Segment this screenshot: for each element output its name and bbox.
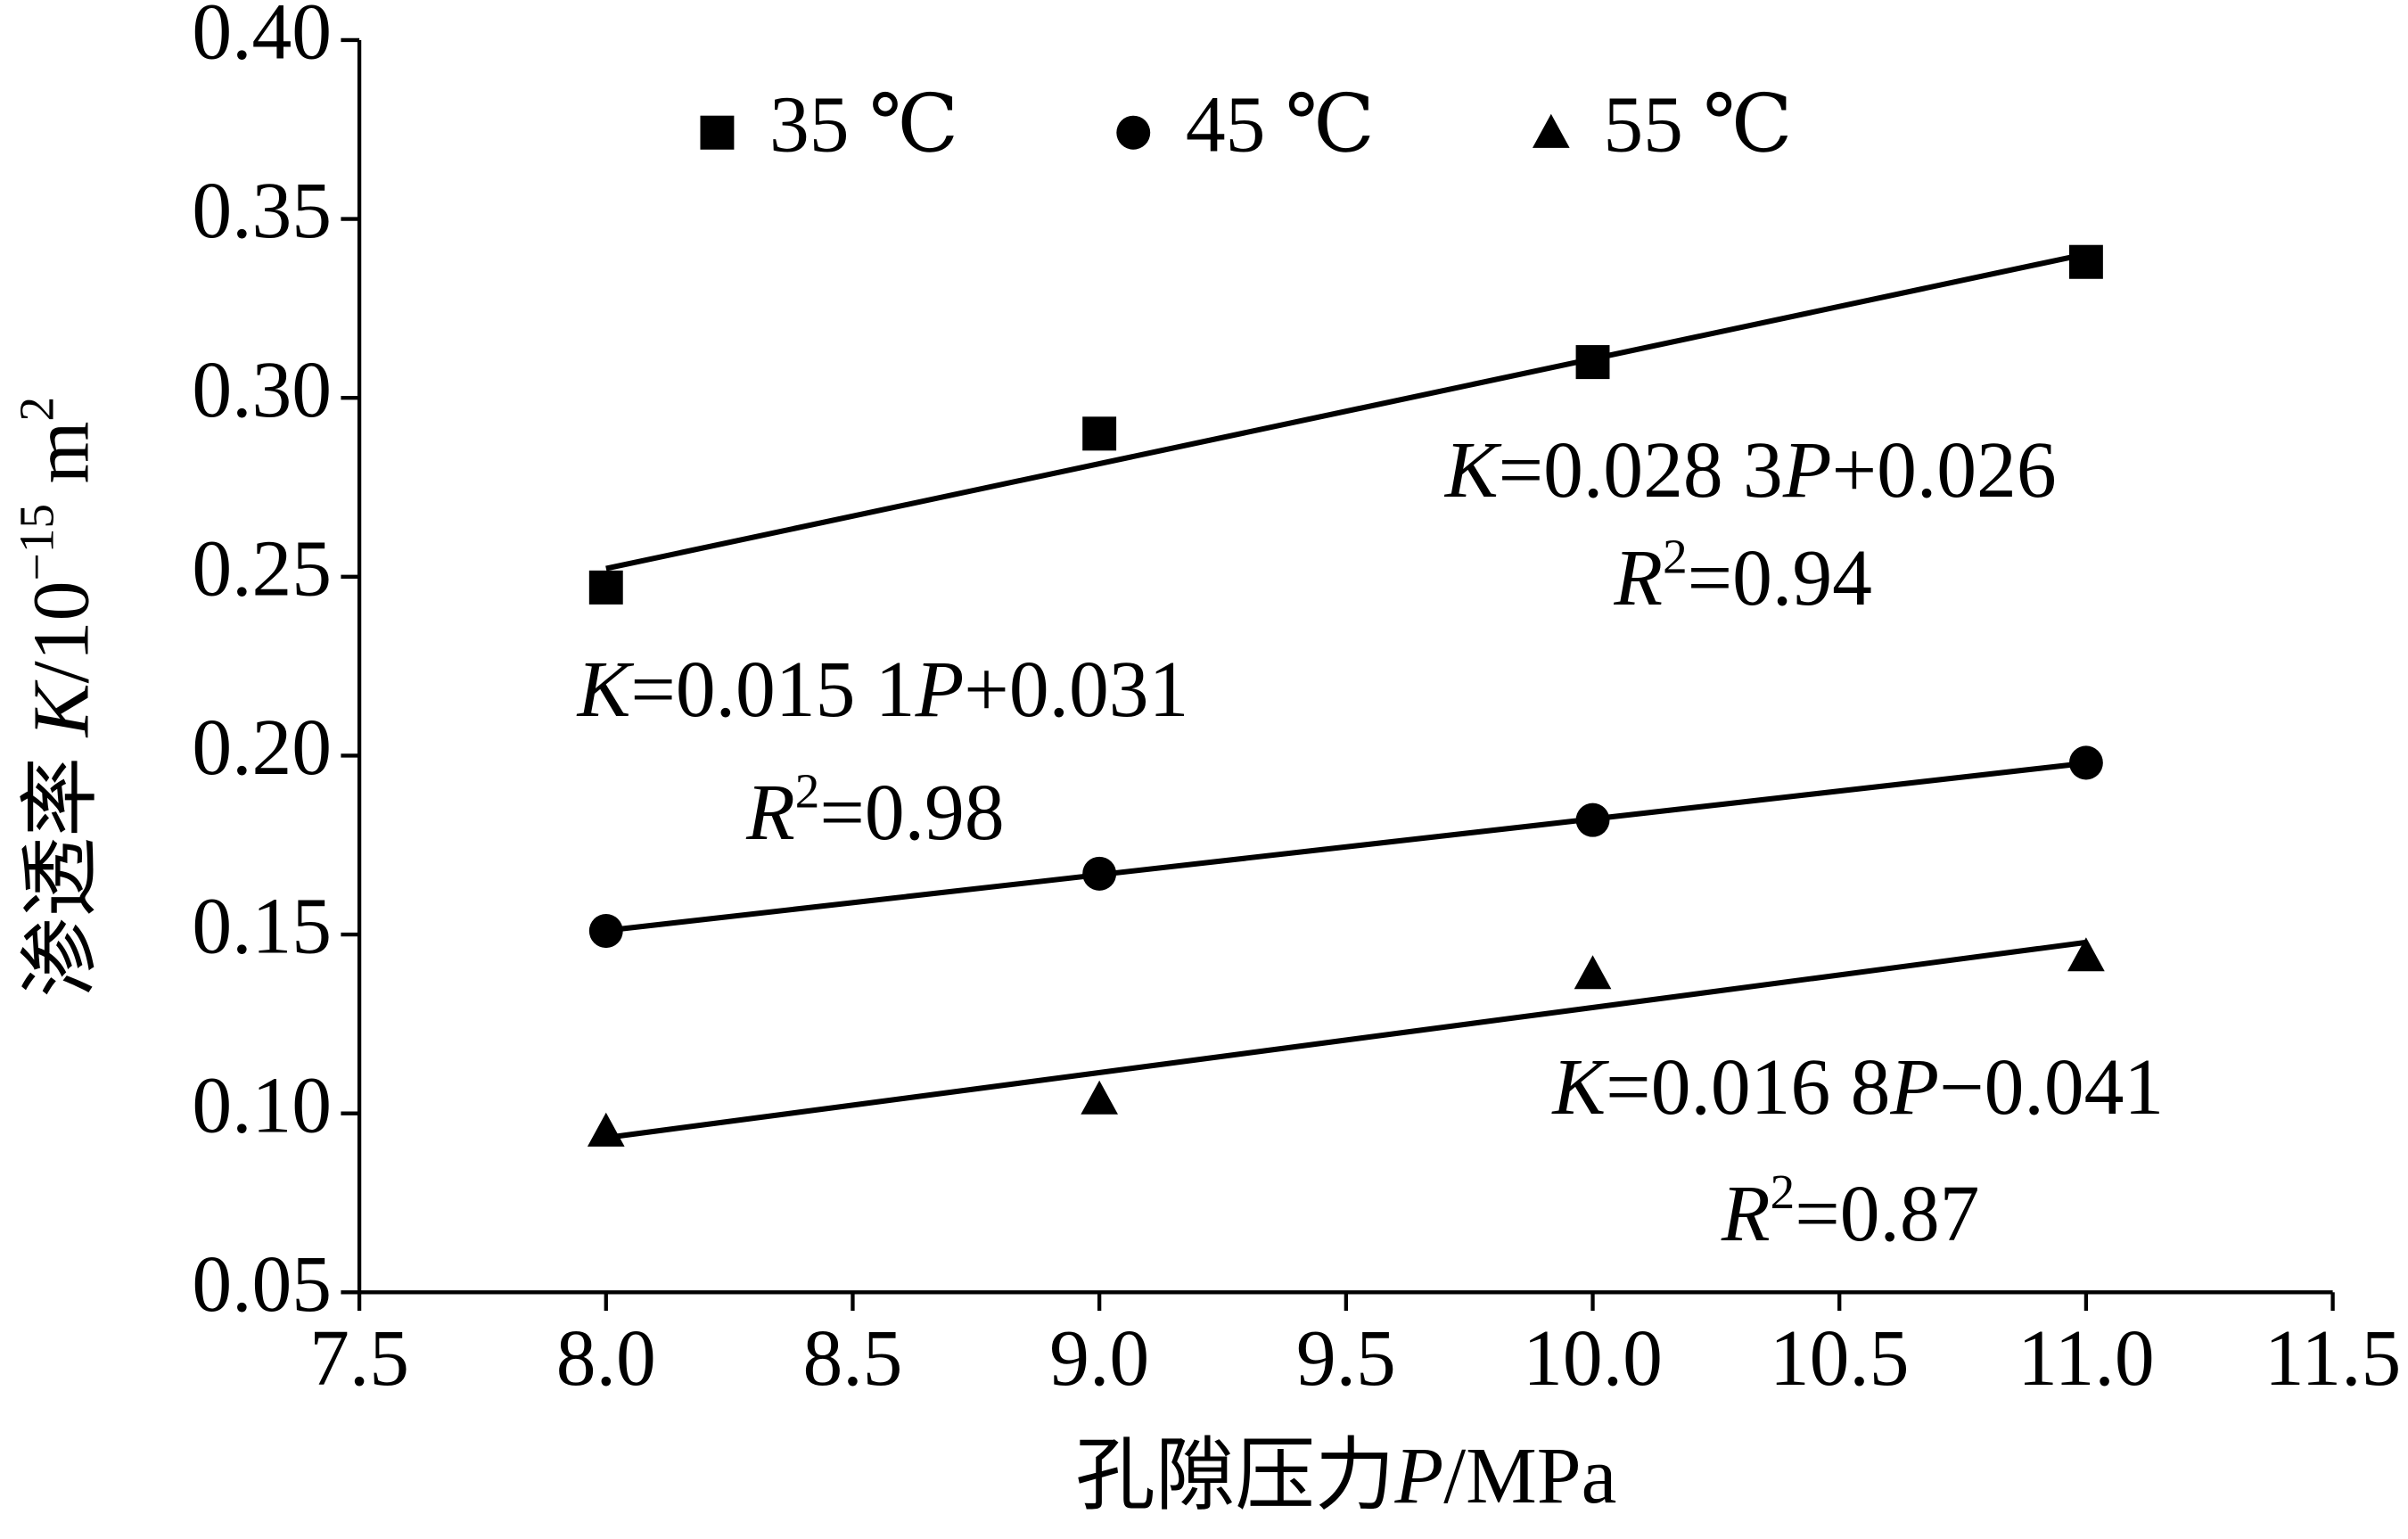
- x-axis-label-part: 孔隙压力: [1075, 1431, 1394, 1519]
- equation-part: P: [1889, 1042, 1939, 1131]
- r-squared: R2=0.87: [1721, 1165, 1980, 1258]
- y-axis-label: 渗透率 K/10−15 m2: [9, 397, 105, 998]
- x-tick-label: 10.5: [1770, 1314, 1910, 1403]
- marker: [700, 115, 735, 150]
- r-squared-part: 2: [1771, 1165, 1796, 1219]
- equation-part: K: [576, 645, 635, 733]
- equation-part: K: [1550, 1042, 1609, 1131]
- marker: [588, 914, 623, 949]
- equation-part: =0.016 8: [1606, 1042, 1890, 1131]
- marker: [587, 1112, 625, 1147]
- x-tick-label: 11.0: [2018, 1314, 2154, 1403]
- r-squared-part: 2: [1663, 529, 1688, 583]
- marker: [588, 570, 623, 605]
- equation-part: =0.028 3: [1499, 426, 1783, 514]
- y-tick-label: 0.25: [192, 524, 332, 613]
- equation: K=0.028 3P+0.026: [1443, 426, 2057, 514]
- marker: [1081, 1080, 1118, 1115]
- y-axis-label-part: 渗透率: [17, 737, 105, 997]
- r-squared-part: =0.98: [819, 769, 1004, 857]
- marker: [2068, 745, 2103, 780]
- marker: [1116, 115, 1151, 150]
- x-axis-label-part: P: [1394, 1431, 1444, 1519]
- r-squared-part: R: [1613, 534, 1663, 622]
- r-squared-part: =0.94: [1688, 534, 1872, 622]
- marker: [1575, 802, 1610, 837]
- legend-label: 45 ℃: [1186, 80, 1375, 169]
- x-tick-label: 7.5: [309, 1314, 409, 1403]
- r-squared-part: =0.87: [1795, 1169, 1979, 1257]
- x-axis-label-part: /MPa: [1443, 1431, 1616, 1519]
- trend-line: [605, 760, 2087, 934]
- x-tick-label: 9.0: [1049, 1314, 1149, 1403]
- x-tick-label: 8.5: [802, 1314, 902, 1403]
- x-tick-label: 8.0: [556, 1314, 656, 1403]
- y-axis-label-part: −15: [9, 504, 63, 581]
- equation: K=0.016 8P−0.041: [1550, 1042, 2164, 1131]
- r-squared-part: R: [1721, 1169, 1771, 1257]
- equation-part: +0.031: [964, 645, 1188, 733]
- marker: [2067, 937, 2105, 972]
- r-squared-part: 2: [795, 763, 820, 818]
- marker: [1532, 113, 1570, 148]
- marker: [1575, 345, 1610, 380]
- equation: K=0.015 1P+0.031: [576, 645, 1189, 733]
- legend-label: 35 ℃: [769, 80, 958, 169]
- r-squared: R2=0.94: [1613, 529, 1872, 622]
- r-squared-part: R: [745, 769, 795, 857]
- marker: [2068, 244, 2103, 279]
- marker: [1082, 416, 1117, 451]
- x-tick-label: 11.5: [2264, 1314, 2401, 1403]
- trend-line: [605, 939, 2087, 1140]
- y-tick-label: 0.30: [192, 346, 332, 434]
- x-tick-label: 10.0: [1523, 1314, 1663, 1403]
- x-tick-label: 9.5: [1296, 1314, 1396, 1403]
- y-axis-label-part: 2: [9, 397, 63, 422]
- y-tick-label: 0.40: [192, 0, 332, 77]
- y-tick-label: 0.05: [192, 1240, 332, 1329]
- equation-part: +0.026: [1832, 426, 2057, 514]
- r-squared: R2=0.98: [745, 763, 1005, 857]
- y-axis-label-part: m: [17, 421, 105, 503]
- marker: [1574, 955, 1612, 990]
- equation-part: =0.015 1: [630, 645, 915, 733]
- marker: [1082, 856, 1117, 891]
- y-axis-label-part: K: [17, 679, 105, 738]
- y-tick-label: 0.15: [192, 883, 332, 971]
- y-tick-label: 0.20: [192, 704, 332, 792]
- y-axis-label-part: /10: [17, 580, 105, 683]
- y-tick-label: 0.35: [192, 167, 332, 255]
- legend-label: 55 ℃: [1603, 80, 1792, 169]
- equation-part: P: [1782, 426, 1832, 514]
- trend-line: [605, 251, 2087, 572]
- equation-part: −0.041: [1939, 1042, 2164, 1131]
- equation-part: P: [915, 645, 965, 733]
- y-tick-label: 0.10: [192, 1061, 332, 1149]
- x-axis-label: 孔隙压力P/MPa: [1075, 1431, 1616, 1519]
- equation-part: K: [1443, 426, 1502, 514]
